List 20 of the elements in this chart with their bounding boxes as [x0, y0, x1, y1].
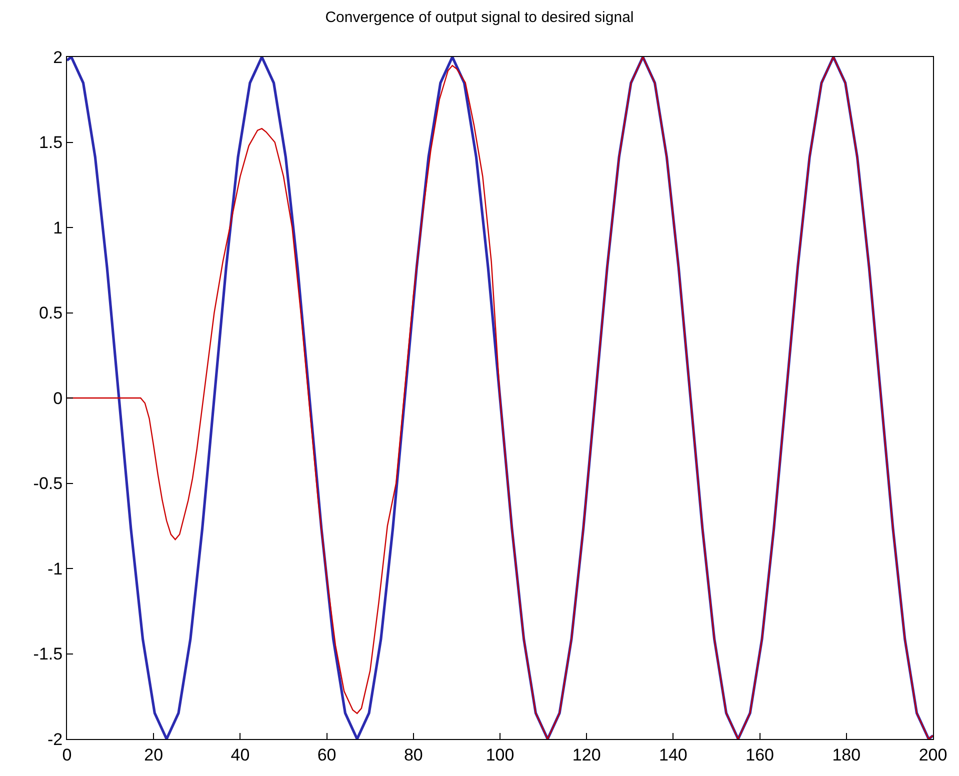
x-tick-label: 160: [746, 745, 774, 764]
x-tick-label: 20: [144, 745, 164, 764]
x-tick-label: 180: [832, 745, 861, 764]
y-tick-label: -0.5: [33, 474, 63, 494]
x-tick-label: 100: [486, 745, 514, 764]
x-tick-label: 80: [404, 745, 423, 764]
y-tick-label: -2: [47, 730, 63, 749]
x-tick-label: 200: [918, 745, 948, 764]
y-tick-label: -1.5: [33, 644, 63, 664]
y-tick-label: 1: [53, 218, 63, 238]
chart-title: Convergence of output signal to desired signal: [325, 9, 634, 26]
x-tick-label: 40: [230, 745, 250, 764]
x-tick-label: 120: [572, 745, 601, 764]
x-tick-label: 140: [659, 745, 688, 764]
y-tick-label: 2: [53, 48, 63, 67]
x-tick-label: 60: [317, 745, 336, 764]
y-tick-label: 0: [53, 388, 63, 408]
y-tick-label: -1: [47, 559, 63, 578]
y-tick-label: 0.5: [38, 304, 63, 323]
y-tick-label: 1.5: [38, 133, 63, 152]
